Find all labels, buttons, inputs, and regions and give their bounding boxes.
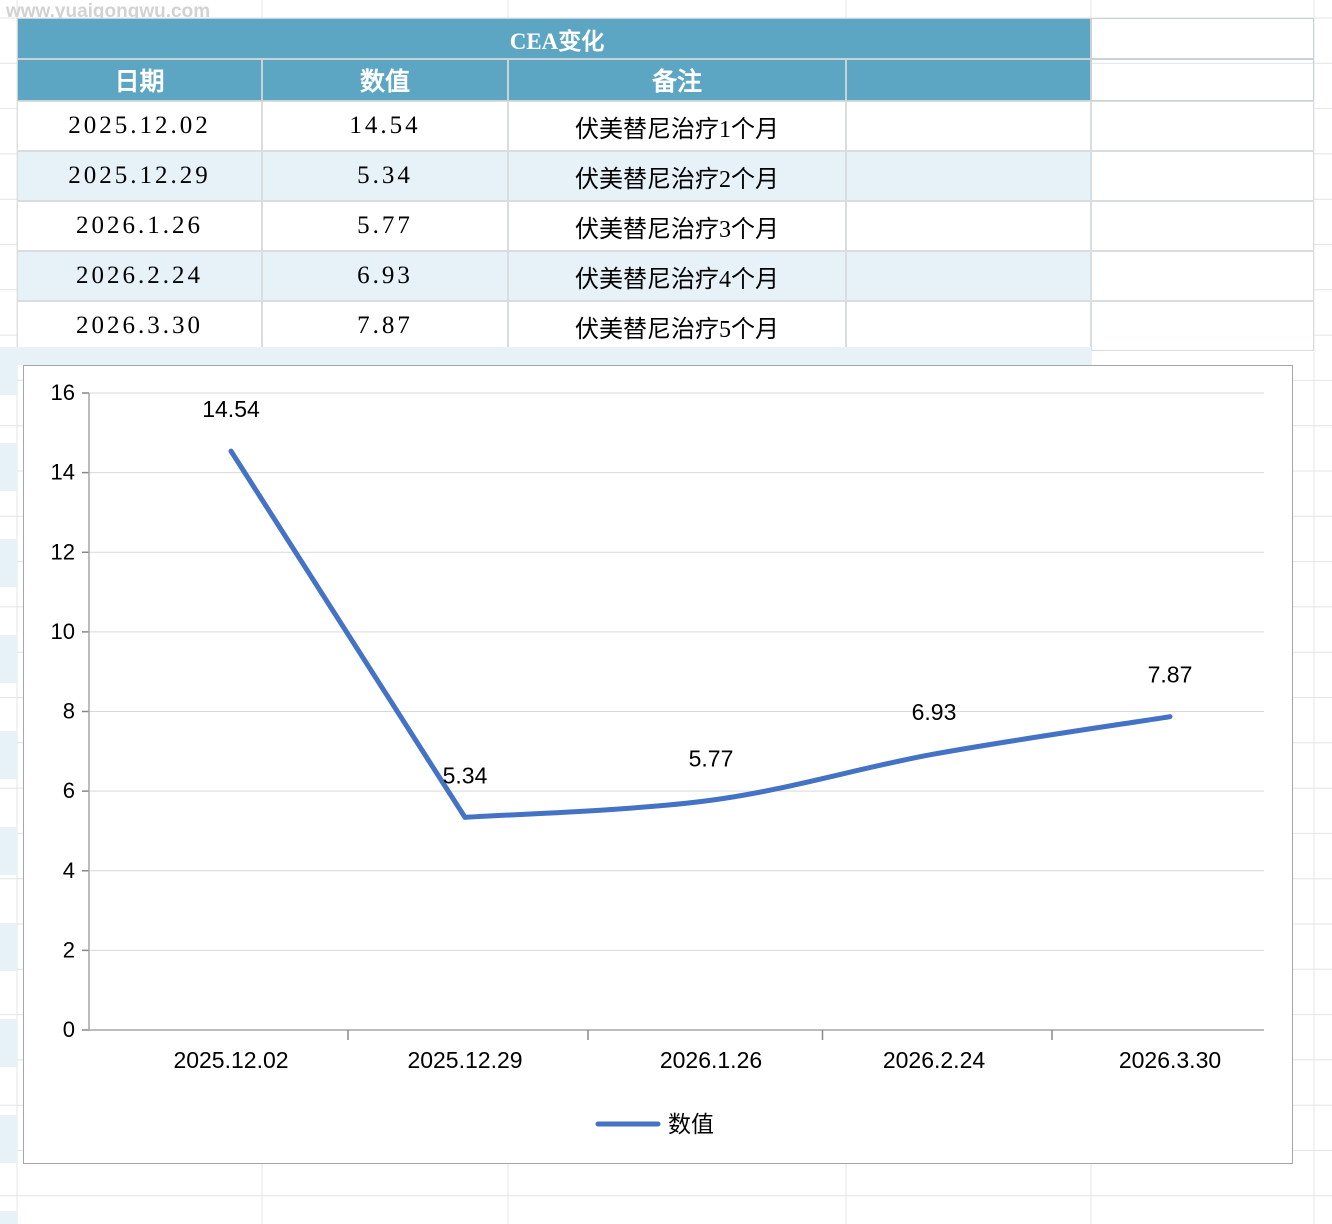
svg-text:16: 16: [51, 380, 75, 405]
svg-text:12: 12: [51, 539, 75, 564]
svg-text:14: 14: [51, 460, 75, 485]
svg-text:14.54: 14.54: [202, 396, 260, 422]
svg-text:7.87: 7.87: [1148, 662, 1193, 688]
svg-text:4: 4: [63, 858, 75, 883]
svg-text:2026.1.26: 2026.1.26: [660, 1047, 762, 1073]
svg-text:2025.12.29: 2025.12.29: [407, 1047, 522, 1073]
svg-text:6: 6: [63, 778, 75, 803]
svg-text:5.34: 5.34: [443, 762, 488, 788]
svg-text:10: 10: [51, 619, 75, 644]
svg-text:8: 8: [63, 699, 75, 724]
svg-text:2026.2.24: 2026.2.24: [883, 1047, 986, 1073]
svg-text:5.77: 5.77: [689, 745, 734, 771]
svg-text:2025.12.02: 2025.12.02: [173, 1047, 288, 1073]
svg-text:2026.3.30: 2026.3.30: [1119, 1047, 1221, 1073]
svg-text:数值: 数值: [668, 1112, 714, 1137]
svg-text:2: 2: [63, 937, 75, 962]
svg-text:6.93: 6.93: [912, 699, 957, 725]
svg-text:0: 0: [63, 1017, 75, 1042]
